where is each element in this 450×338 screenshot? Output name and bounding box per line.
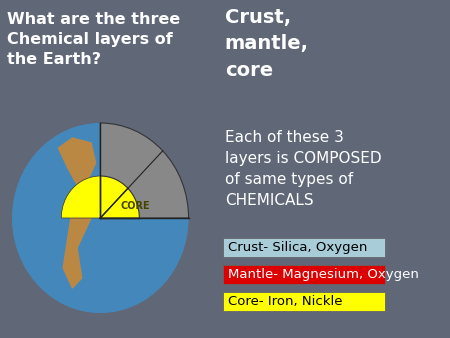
- Text: Crust,
mantle,
core: Crust, mantle, core: [225, 8, 309, 80]
- Text: Each of these 3
layers is COMPOSED
of same types of
CHEMICALS: Each of these 3 layers is COMPOSED of sa…: [225, 130, 382, 208]
- Text: Crust- Silica, Oxygen: Crust- Silica, Oxygen: [228, 241, 367, 254]
- Text: What are the three
Chemical layers of
the Earth?: What are the three Chemical layers of th…: [8, 12, 181, 67]
- Wedge shape: [100, 123, 189, 218]
- Circle shape: [12, 123, 189, 313]
- Polygon shape: [58, 138, 96, 288]
- FancyBboxPatch shape: [223, 238, 386, 257]
- Text: CORE: CORE: [121, 201, 150, 211]
- FancyBboxPatch shape: [223, 292, 386, 311]
- Wedge shape: [61, 176, 100, 218]
- Text: Mantle- Magnesium, Oxygen: Mantle- Magnesium, Oxygen: [228, 268, 418, 281]
- Wedge shape: [100, 176, 140, 218]
- FancyBboxPatch shape: [223, 265, 386, 284]
- Text: Core- Iron, Nickle: Core- Iron, Nickle: [228, 295, 342, 308]
